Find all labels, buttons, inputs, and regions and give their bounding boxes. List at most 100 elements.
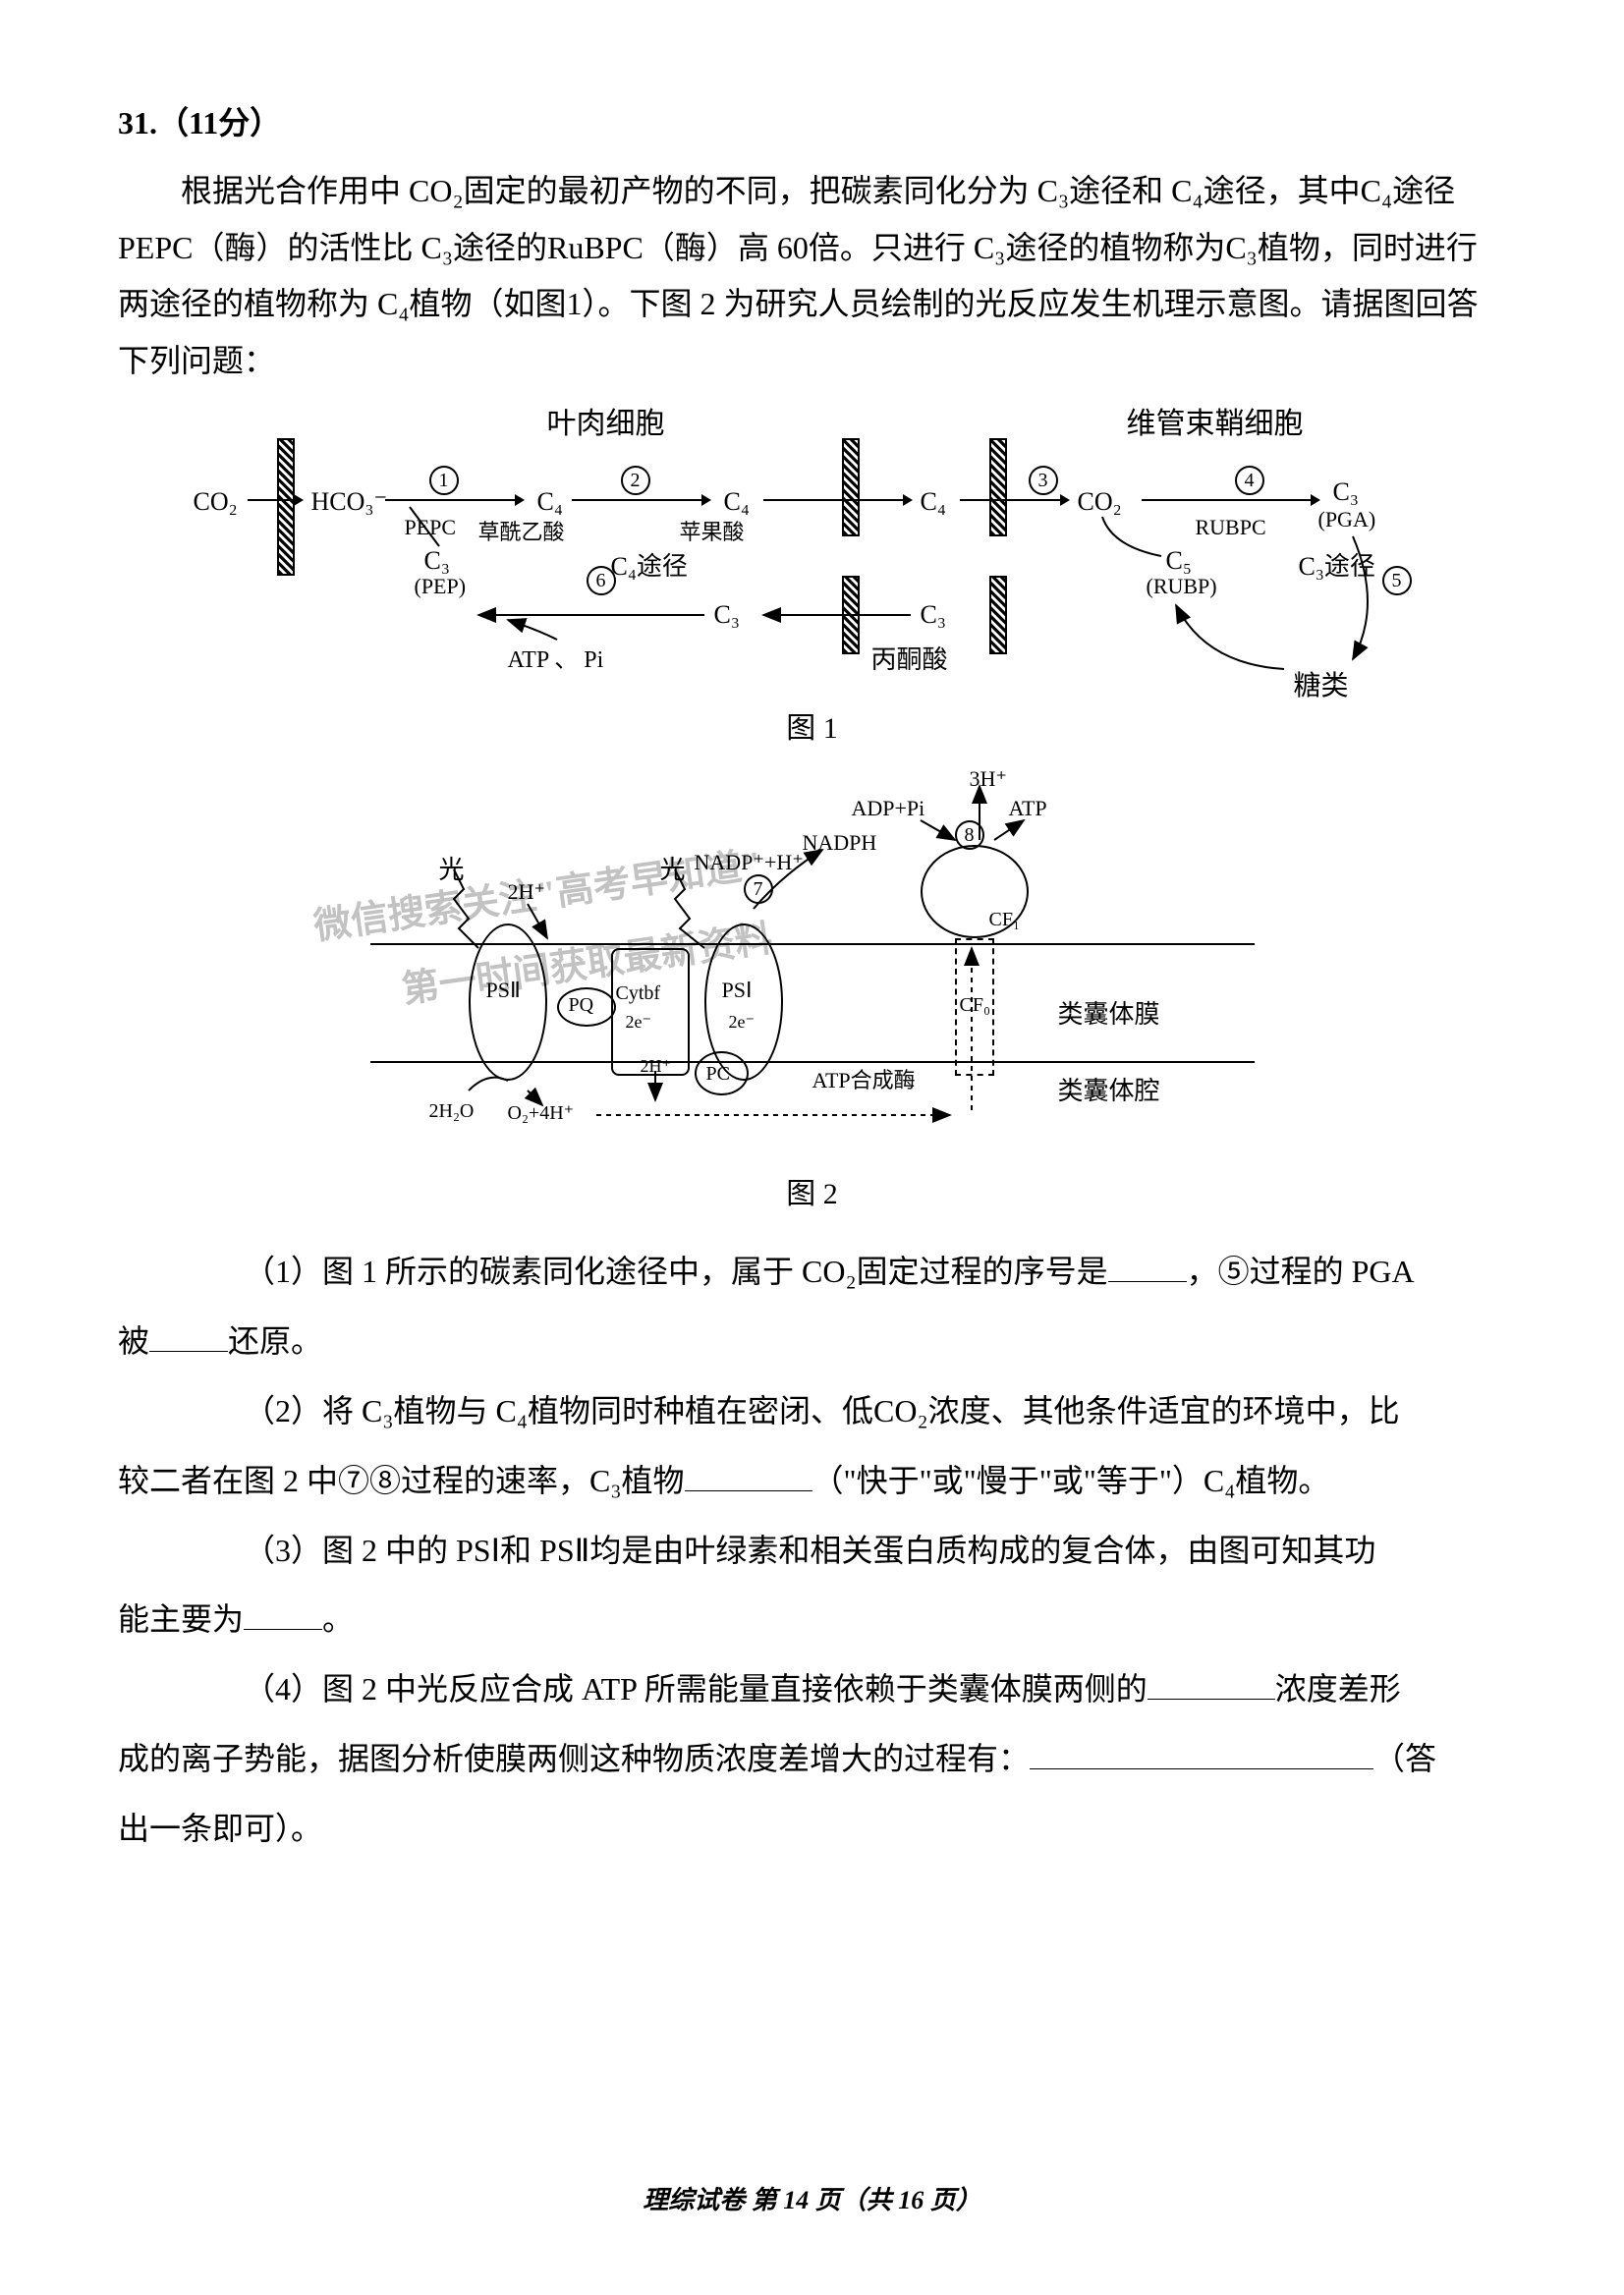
sub4-line2: 成的离子势能，据图分析使膜两侧这种物质浓度差增大的过程有： （答 (118, 1729, 1506, 1789)
d1-circle-5: 5 (1382, 566, 1412, 595)
d2-light: 光 (439, 850, 465, 886)
d1-pep: (PEP) (415, 574, 467, 599)
d1-rubpc: RUBPC (1196, 515, 1266, 540)
d1-circle-2: 2 (621, 466, 650, 495)
d1-arrow2 (385, 499, 523, 501)
sub1-line2: 被 还原。 (118, 1312, 1506, 1371)
d1-atp: ATP 、 Pi (508, 640, 604, 674)
d2-pc: PC (706, 1063, 730, 1086)
d2-ps2: PSⅡ (486, 978, 521, 1003)
d2-e2-2: 2e⁻ (729, 1012, 756, 1033)
d1-circle-1: 1 (429, 466, 459, 495)
d1-barrier2a (842, 438, 860, 536)
d2-lumen-label: 类囊体腔 (1058, 1071, 1160, 1107)
question-number: 31.（11分） (118, 98, 1506, 143)
d2-cf1: CF₁ (989, 909, 1020, 931)
sub1-line2-end: 还原。 (228, 1323, 322, 1359)
d1-co2-1: CO₂ (194, 487, 238, 517)
d2-ps1: PSⅠ (722, 978, 753, 1003)
d1-barrier3a (989, 438, 1007, 536)
d1-oxaloacetate: 草酰乙酸 (478, 515, 565, 546)
sub4-line2-end: （答 (1373, 1741, 1436, 1776)
d2-o2: O₂+4H⁺ (508, 1100, 575, 1125)
d2-2h2: 2H⁺ (641, 1056, 672, 1077)
d1-circle-3: 3 (1029, 466, 1058, 495)
diagram2: 微信搜索关注"高考早知道" 第一时间获取最新资料 3H⁺ ADP+Pi ATP … (370, 776, 1255, 1149)
sub-question-3: （3）图 2 中的 PSⅠ和 PSⅡ均是由叶绿素和相关蛋白质构成的复合体，由图可… (118, 1521, 1506, 1581)
d1-c3-b: C₃ (714, 600, 740, 630)
sub-question-4: （4）图 2 中光反应合成 ATP 所需能量直接依赖于类囊体膜两侧的 浓度差形 (118, 1659, 1506, 1719)
d1-malate: 苹果酸 (680, 515, 745, 546)
sub1-text: （1）图 1 所示的碳素同化途径中，属于 CO₂固定过程的序号是 (244, 1254, 1108, 1289)
sub2-blank (685, 1464, 812, 1491)
d1-arrow4 (763, 499, 911, 501)
sub4-line2-start: 成的离子势能，据图分析使膜两侧这种物质浓度差增大的过程有： (118, 1741, 1030, 1776)
d1-pepc: PEPC (405, 515, 457, 540)
sub1-line2-start: 被 (118, 1323, 149, 1359)
d1-barrier1 (277, 438, 295, 576)
d1-header-right: 维管束鞘细胞 (1127, 399, 1304, 442)
d1-arrow3 (572, 499, 709, 501)
d1-c4-1: C₄ (537, 487, 563, 517)
d1-c3-c: C₃ (921, 600, 946, 630)
sub4-end: 浓度差形 (1275, 1671, 1401, 1707)
sub2-line2-start: 较二者在图 2 中⑦⑧过程的速率，C₃植物 (118, 1463, 685, 1498)
d1-rubp: (RUBP) (1147, 574, 1217, 599)
diagram2-label: 图 2 (118, 1169, 1506, 1212)
d1-hco3: HCO₃⁻ (311, 487, 388, 517)
d1-barrier3b (989, 576, 1007, 654)
d2-cf0: CF₀ (960, 994, 990, 1017)
d1-arrow5 (960, 499, 1068, 501)
diagram2-container: 微信搜索关注"高考早知道" 第一时间获取最新资料 3H⁺ ADP+Pi ATP … (118, 776, 1506, 1149)
d2-atpsynthase: ATP合成酶 (812, 1063, 916, 1094)
sub2-line2: 较二者在图 2 中⑦⑧过程的速率，C₃植物 （"快于"或"慢于"或"等于"）C₄植… (118, 1451, 1506, 1511)
d1-sugar: 糖类 (1294, 664, 1349, 703)
d2-e2: 2e⁻ (626, 1012, 652, 1033)
diagram1-label: 图 1 (118, 703, 1506, 747)
d2-h3: 3H⁺ (970, 766, 1008, 792)
sub3-line2-start: 能主要为 (118, 1601, 244, 1637)
d2-water: 2H₂O (429, 1100, 475, 1123)
sub3-blank (244, 1602, 322, 1630)
d2-cytbf: Cytbf (616, 982, 661, 1005)
sub-question-2: （2）将 C₃植物与 C₄植物同时种植在密闭、低CO₂浓度、其他条件适宜的环境中… (118, 1381, 1506, 1441)
sub4-blank2 (1030, 1742, 1373, 1769)
sub1-blank2 (149, 1324, 228, 1352)
question-intro: 根据光合作用中 CO₂固定的最初产物的不同，把碳素同化分为 C₃途径和 C₄途径… (118, 163, 1506, 389)
d1-barrier2b (842, 576, 860, 654)
d1-c4-2: C₄ (724, 487, 750, 517)
d2-membrane-label: 类囊体膜 (1058, 994, 1160, 1031)
sub3-line2-end: 。 (322, 1601, 354, 1637)
sub3-line2: 能主要为 。 (118, 1590, 1506, 1650)
d2-2h: 2H⁺ (508, 879, 546, 905)
page-footer: 理综试卷 第 14 页（共 16 页） (0, 2180, 1624, 2216)
d2-circle-7: 7 (744, 874, 773, 904)
d2-nadph: NADPH (803, 830, 877, 856)
d1-c4-3: C₄ (921, 487, 946, 517)
d1-c3-pep: C₃ (424, 546, 450, 576)
diagram1-container: 叶肉细胞 维管束鞘细胞 CO₂ HCO₃⁻ C₄ C₄ C₄ CO₂ C₃ (P… (118, 409, 1506, 684)
d1-pyruvate: 丙酮酸 (871, 640, 948, 676)
sub4-text: （4）图 2 中光反应合成 ATP 所需能量直接依赖于类囊体膜两侧的 (244, 1671, 1148, 1707)
sub1-end: ，⑤过程的 PGA (1187, 1254, 1415, 1289)
sub-question-1: （1）图 1 所示的碳素同化途径中，属于 CO₂固定过程的序号是 ，⑤过程的 PG… (118, 1242, 1506, 1302)
d1-arrow6 (1142, 499, 1318, 501)
sub4-blank1 (1148, 1672, 1275, 1700)
sub1-blank1 (1108, 1255, 1187, 1282)
d2-pq: PQ (569, 994, 594, 1017)
d2-nadp: NADP⁺+H⁺ (695, 850, 804, 875)
d2-atp: ATP (1009, 796, 1047, 821)
d1-pga: (PGA) (1318, 507, 1376, 532)
diagram1: 叶肉细胞 维管束鞘细胞 CO₂ HCO₃⁻ C₄ C₄ C₄ CO₂ C₃ (P… (174, 409, 1451, 684)
d1-arrow1 (248, 499, 302, 501)
sub4-line3: 出一条即可）。 (118, 1799, 1506, 1859)
d1-circle-4: 4 (1235, 466, 1264, 495)
d1-c3-a: C₃ (1333, 477, 1359, 507)
d1-svg-arrows (174, 409, 1451, 684)
d2-light2: 光 (660, 850, 686, 886)
d1-c5: C₅ (1166, 546, 1192, 576)
sub2-line2-end: （"快于"或"慢于"或"等于"）C₄植物。 (812, 1463, 1330, 1498)
d1-co2-2: CO₂ (1078, 487, 1122, 517)
d1-header-left: 叶肉细胞 (547, 399, 665, 442)
d2-adp: ADP+Pi (852, 796, 925, 821)
